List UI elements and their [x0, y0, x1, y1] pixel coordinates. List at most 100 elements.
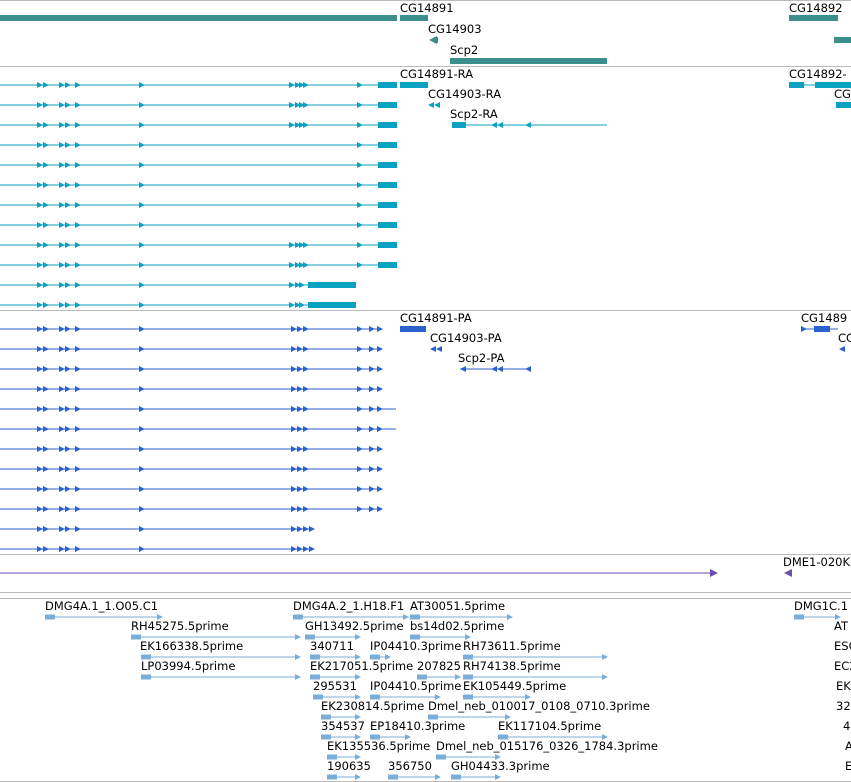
protein-label[interactable]: CG1489 [801, 311, 848, 325]
est-exon[interactable] [463, 674, 473, 680]
est-label[interactable]: 32 [836, 699, 851, 713]
est-arrow[interactable] [385, 654, 391, 660]
transcript-arrow[interactable] [43, 82, 49, 88]
protein-arrow[interactable] [369, 486, 375, 492]
transcript-arrow[interactable] [65, 162, 71, 168]
transcript-arrow[interactable] [491, 122, 497, 128]
protein-arrow[interactable] [357, 446, 363, 452]
est-arrow[interactable] [355, 714, 361, 720]
est-exon[interactable] [410, 634, 420, 640]
transcript-arrow[interactable] [37, 82, 43, 88]
protein-arrow[interactable] [59, 466, 65, 472]
transcript-label[interactable]: CG14903-RA [428, 87, 502, 101]
protein-arrow[interactable] [377, 386, 383, 392]
transcript-arrow[interactable] [357, 262, 363, 268]
protein-arrow[interactable] [139, 526, 145, 532]
gene-glyph[interactable] [834, 37, 851, 43]
protein-arrow[interactable] [303, 406, 309, 412]
protein-arrow[interactable] [65, 346, 71, 352]
est-label[interactable]: ESC [834, 639, 851, 653]
est-exon[interactable] [388, 774, 398, 780]
protein-arrow[interactable] [303, 326, 309, 332]
transcript-arrow[interactable] [299, 82, 305, 88]
transcript-arrow[interactable] [59, 102, 65, 108]
est-exon[interactable] [141, 654, 151, 660]
protein-arrow[interactable] [139, 546, 145, 552]
transcript-exon[interactable] [378, 262, 397, 268]
transcript-arrow[interactable] [139, 102, 145, 108]
est-exon[interactable] [428, 714, 438, 720]
protein-arrow[interactable] [65, 526, 71, 532]
protein-arrow[interactable] [369, 506, 375, 512]
gene-glyph[interactable] [400, 15, 428, 21]
transcript-arrow[interactable] [43, 302, 49, 308]
est-arrow[interactable] [355, 734, 361, 740]
protein-arrow[interactable] [37, 346, 43, 352]
protein-arrow[interactable] [369, 346, 375, 352]
protein-arrow[interactable] [297, 486, 303, 492]
est-exon[interactable] [370, 654, 380, 660]
transcript-arrow[interactable] [289, 122, 295, 128]
est-label[interactable]: EK166338.5prime [140, 639, 244, 653]
transcript-arrow[interactable] [75, 222, 81, 228]
transcript-arrow[interactable] [43, 122, 49, 128]
transcript-arrow[interactable] [59, 242, 65, 248]
protein-arrow[interactable] [303, 506, 309, 512]
est-exon[interactable] [131, 634, 141, 640]
protein-arrow[interactable] [303, 526, 309, 532]
transcript-arrow[interactable] [65, 182, 71, 188]
est-arrow[interactable] [465, 634, 471, 640]
est-exon[interactable] [370, 694, 380, 700]
protein-arrow[interactable] [369, 406, 375, 412]
protein-arrow[interactable] [377, 446, 383, 452]
transcript-arrow[interactable] [357, 142, 363, 148]
transcript-arrow[interactable] [65, 242, 71, 248]
protein-arrow[interactable] [291, 486, 297, 492]
transcript-arrow[interactable] [59, 182, 65, 188]
protein-arrow[interactable] [75, 346, 81, 352]
transcript-arrow[interactable] [295, 262, 301, 268]
protein-arrow[interactable] [357, 486, 363, 492]
transcript-arrow[interactable] [43, 262, 49, 268]
protein-label[interactable]: CG14903-PA [430, 331, 502, 345]
transcript-arrow[interactable] [357, 162, 363, 168]
protein-arrow[interactable] [377, 466, 383, 472]
protein-arrow[interactable] [139, 446, 145, 452]
est-label[interactable]: RH45275.5prime [131, 619, 229, 633]
transcript-arrow[interactable] [303, 82, 309, 88]
est-label[interactable]: E [845, 759, 851, 773]
protein-arrow[interactable] [59, 386, 65, 392]
transcript-exon[interactable] [378, 142, 397, 148]
protein-arrow[interactable] [37, 386, 43, 392]
transcript-exon[interactable] [378, 202, 397, 208]
transcript-arrow[interactable] [139, 82, 145, 88]
est-label[interactable]: AT30051.5prime [410, 599, 506, 613]
transcript-arrow[interactable] [357, 242, 363, 248]
est-arrow[interactable] [495, 754, 501, 760]
est-arrow[interactable] [835, 614, 841, 620]
est-arrow[interactable] [455, 674, 461, 680]
protein-arrow[interactable] [377, 366, 383, 372]
transcript-arrow[interactable] [37, 162, 43, 168]
protein-arrow[interactable] [59, 426, 65, 432]
transcript-arrow[interactable] [295, 282, 301, 288]
transcript-exon[interactable] [400, 82, 428, 88]
protein-arrow[interactable] [460, 366, 466, 372]
protein-arrow[interactable] [377, 346, 383, 352]
protein-arrow[interactable] [139, 506, 145, 512]
protein-arrow[interactable] [430, 346, 436, 352]
transcript-arrow[interactable] [497, 122, 503, 128]
est-label[interactable]: EK135536.5prime [327, 739, 431, 753]
transcript-label[interactable]: CG14892- [789, 67, 847, 81]
gene-label[interactable]: CG14891 [400, 1, 454, 15]
protein-arrow[interactable] [839, 346, 845, 352]
protein-arrow[interactable] [43, 386, 49, 392]
protein-arrow[interactable] [139, 366, 145, 372]
transcript-arrow[interactable] [65, 122, 71, 128]
transcript-arrow[interactable] [357, 122, 363, 128]
transcript-arrow[interactable] [37, 202, 43, 208]
transcript-arrow[interactable] [37, 122, 43, 128]
protein-arrow[interactable] [75, 446, 81, 452]
protein-arrow[interactable] [43, 366, 49, 372]
protein-arrow[interactable] [491, 366, 497, 372]
